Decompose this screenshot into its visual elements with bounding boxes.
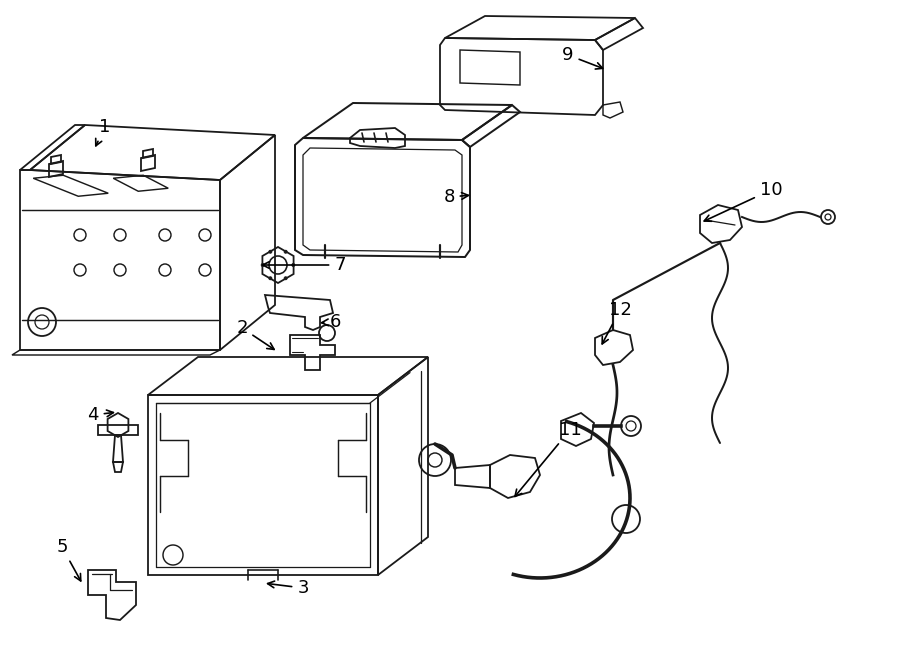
Text: 3: 3 xyxy=(267,579,309,597)
Circle shape xyxy=(269,251,272,253)
Text: 1: 1 xyxy=(95,118,111,146)
Text: 2: 2 xyxy=(236,319,274,350)
Text: 4: 4 xyxy=(87,406,113,424)
Circle shape xyxy=(269,277,272,280)
Text: 12: 12 xyxy=(602,301,632,344)
Text: 9: 9 xyxy=(562,46,603,69)
Text: 7: 7 xyxy=(263,256,346,274)
Text: 8: 8 xyxy=(444,188,468,206)
Circle shape xyxy=(284,251,287,253)
Text: 11: 11 xyxy=(515,421,581,496)
Circle shape xyxy=(284,277,287,280)
Text: 10: 10 xyxy=(704,181,782,221)
Circle shape xyxy=(292,264,295,266)
Text: 5: 5 xyxy=(56,538,81,581)
Text: 6: 6 xyxy=(321,313,341,331)
Circle shape xyxy=(261,264,265,266)
